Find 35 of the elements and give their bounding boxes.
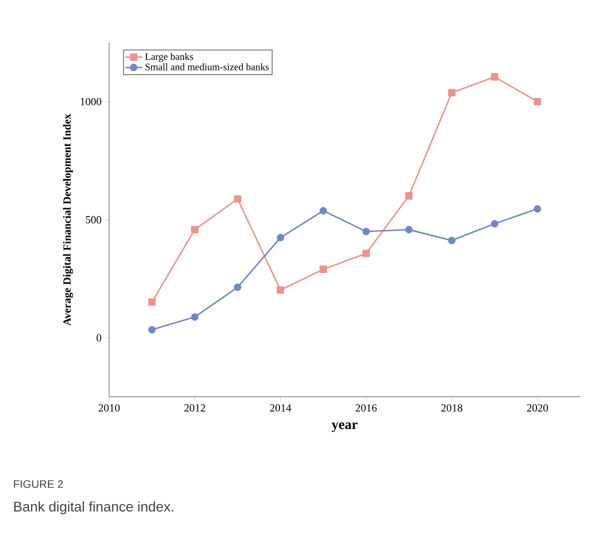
point xyxy=(490,73,498,81)
point xyxy=(276,286,284,294)
point xyxy=(191,313,199,321)
point xyxy=(405,226,413,234)
point xyxy=(234,195,242,203)
x-tick-label: 2012 xyxy=(184,404,206,412)
point xyxy=(320,207,328,215)
point xyxy=(362,250,370,258)
point xyxy=(534,205,542,213)
point xyxy=(234,284,242,292)
point xyxy=(148,326,156,334)
y-axis-title: Average Digital Financial Development Index xyxy=(63,114,74,326)
point xyxy=(490,220,498,228)
point xyxy=(148,298,156,306)
point xyxy=(276,234,284,242)
caption: FIGURE 2 xyxy=(14,480,63,488)
point xyxy=(362,228,370,236)
text: Bank digital finance index. xyxy=(14,502,174,515)
y-tick-label: 500 xyxy=(86,216,102,224)
point xyxy=(320,266,328,274)
legend-label: Small and medium-sized banks xyxy=(146,64,269,71)
y-tick-label: 1000 xyxy=(80,98,102,106)
point xyxy=(448,236,456,244)
x-tick-label: 2010 xyxy=(98,404,120,412)
point xyxy=(448,89,456,97)
x-tick-label: 2016 xyxy=(356,404,377,412)
legend-label: Large banks xyxy=(145,53,194,62)
x-tick-label: 2020 xyxy=(527,404,548,412)
x-axis-title: year xyxy=(332,422,358,432)
x-tick-label: 2014 xyxy=(270,404,292,412)
point xyxy=(534,98,542,106)
x-tick-label: 2018 xyxy=(441,404,462,412)
point xyxy=(191,226,199,234)
y-tick-label: 0 xyxy=(96,334,102,342)
point xyxy=(405,192,413,200)
